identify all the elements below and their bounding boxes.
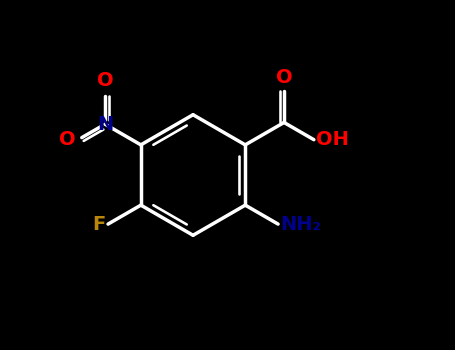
Text: O: O: [59, 130, 76, 149]
Text: OH: OH: [316, 130, 349, 149]
Text: O: O: [276, 68, 293, 88]
Text: N: N: [97, 115, 113, 134]
Text: NH₂: NH₂: [280, 215, 321, 233]
Text: O: O: [97, 71, 113, 90]
Text: F: F: [92, 215, 105, 233]
